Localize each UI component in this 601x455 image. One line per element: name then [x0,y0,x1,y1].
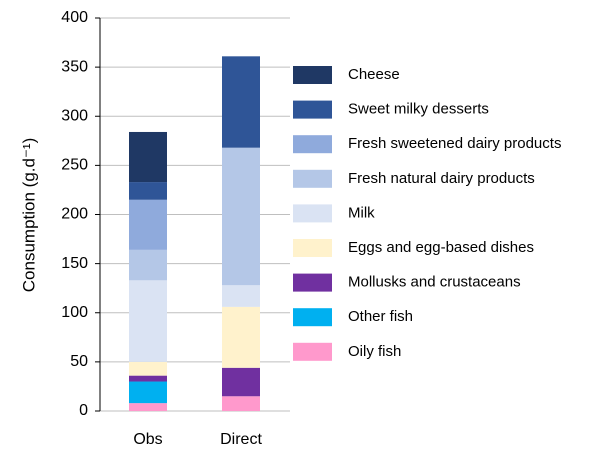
legend-label: Cheese [348,66,400,83]
legend-label: Other fish [348,308,413,325]
legend-label: Sweet milky desserts [348,101,489,118]
bar-segment [129,199,167,250]
bar-segment [129,280,167,362]
y-tick-label: 150 [61,255,88,272]
y-tick-label: 0 [79,402,88,419]
bar-segment [222,285,260,307]
legend-swatch [293,239,332,257]
x-tick-label: Obs [133,431,162,448]
legend-label: Oily fish [348,343,401,360]
bar-segment [129,361,167,376]
legend-swatch [293,66,332,84]
legend-label: Mollusks and crustaceans [348,274,521,291]
y-tick-label: 250 [61,157,88,174]
legend-label: Eggs and egg-based dishes [348,239,534,256]
bar-segment [222,306,260,368]
y-tick-label: 300 [61,107,88,124]
legend-swatch [293,273,332,292]
y-tick-label: 50 [70,353,88,370]
bar-segment [129,403,167,411]
legend-swatch [293,135,332,154]
bar-segment [129,375,167,382]
legend-label: Fresh sweetened dairy products [348,135,561,152]
bar-segment [129,131,167,183]
bar-segment [129,381,167,404]
legend-label: Milk [348,204,375,221]
legend-swatch [293,204,332,223]
y-tick-label: 400 [61,9,88,26]
legend-swatch [293,308,332,327]
x-tick-label: Direct [220,431,262,448]
legend-swatch [293,100,332,119]
bar-segment [222,147,260,286]
y-tick-label: 200 [61,206,88,223]
bar-segment [222,56,260,148]
y-tick-label: 350 [61,58,88,75]
bar-segment [129,182,167,200]
bar-segment [222,367,260,397]
legend-swatch [293,169,332,188]
legend-swatch [293,342,332,361]
y-tick-label: 100 [61,304,88,321]
bar-segment [222,396,260,411]
bar-segment [129,249,167,281]
legend-label: Fresh natural dairy products [348,170,535,187]
y-axis-label: Consumption (g.d⁻¹) [19,138,38,292]
